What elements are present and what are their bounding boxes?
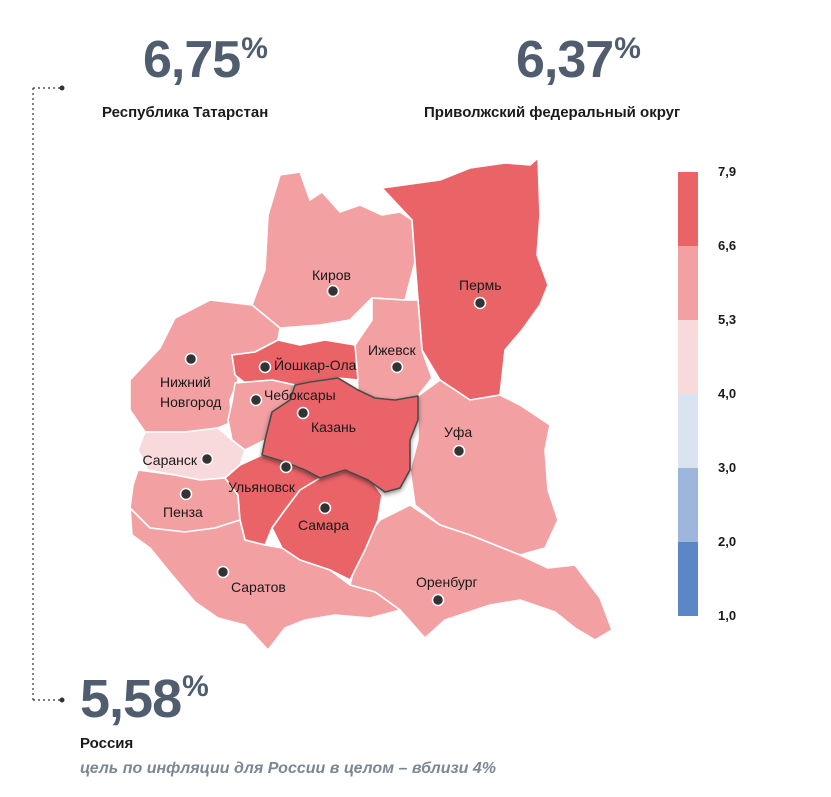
tatarstan-value: 6,75% — [143, 30, 268, 90]
legend-tick-4: 4,0 — [718, 386, 737, 401]
city-9-marker — [200, 452, 214, 466]
connector-bracket — [32, 87, 62, 701]
city-1-marker — [326, 284, 340, 298]
city-11-label: Пенза — [163, 504, 203, 520]
legend-swatch-4 — [678, 394, 698, 468]
region-saratov — [129, 507, 401, 651]
legend — [678, 172, 698, 616]
tatarstan-label: Республика Татарстан — [102, 104, 269, 121]
city-3-label: Ижевск — [368, 342, 416, 358]
pfo-label: Приволжский федеральный округ — [424, 104, 681, 121]
city-2-marker — [473, 296, 487, 310]
legend-tick-2: 6,6 — [718, 238, 737, 253]
legend-tick-1: 7,9 — [718, 164, 737, 179]
city-12-marker — [318, 501, 332, 515]
city-4-label: Йошкар-Ола — [274, 356, 357, 373]
tatarstan-value-number: 6,75 — [143, 31, 241, 89]
legend-swatch-2 — [678, 246, 698, 320]
legend-swatch-6 — [678, 542, 698, 616]
city-1-label: Киров — [312, 267, 351, 283]
russia-value-unit: % — [182, 670, 209, 703]
legend-swatch-3 — [678, 320, 698, 394]
city-8-label: Уфа — [444, 424, 472, 440]
legend-swatch-5 — [678, 468, 698, 542]
legend-tick-3: 5,3 — [718, 312, 737, 327]
connector-dot-top — [59, 85, 65, 91]
pfo-value-number: 6,37 — [516, 31, 614, 89]
city-8-marker — [452, 444, 466, 458]
inflation-target-note: цель по инфляции для России в целом – вб… — [80, 760, 497, 777]
pfo-value-unit: % — [614, 32, 641, 65]
city-7-label: Казань — [311, 419, 356, 435]
connector-dot-bottom — [59, 697, 65, 703]
region-tatarstan — [261, 377, 419, 493]
tatarstan-value-unit: % — [241, 32, 268, 65]
city-6-marker — [249, 393, 263, 407]
city-5-marker — [184, 352, 198, 366]
russia-value: 5,58% — [80, 668, 209, 730]
city-13-label: Саратов — [231, 579, 286, 595]
city-7-marker — [296, 406, 310, 420]
city-11-marker — [179, 487, 193, 501]
region-penza — [129, 469, 241, 533]
region-bashkortostan — [409, 379, 559, 556]
legend-swatch-1 — [678, 172, 698, 246]
city-5-label: Нижний Новгород — [160, 374, 221, 410]
city-4-marker — [258, 360, 272, 374]
city-12-label: Самара — [298, 517, 349, 533]
legend-tick-6: 2,0 — [718, 534, 737, 549]
city-9-label: Саранск — [143, 452, 198, 468]
region-orenburg — [349, 504, 613, 641]
city-3-marker — [390, 360, 404, 374]
city-2-label: Пермь — [459, 277, 502, 293]
pfo-value: 6,37% — [516, 30, 641, 90]
city-13-marker — [216, 565, 230, 579]
city-6-label: Чебоксары — [264, 387, 336, 403]
city-14-marker — [431, 593, 445, 607]
russia-label: Россия — [80, 735, 134, 752]
legend-tick-5: 3,0 — [718, 460, 737, 475]
city-14-label: Оренбург — [416, 574, 478, 590]
city-10-label: Ульяновск — [228, 479, 296, 495]
russia-value-number: 5,58 — [80, 669, 182, 729]
city-10-marker — [279, 460, 293, 474]
legend-tick-7: 1,0 — [718, 608, 737, 623]
legend-bar — [678, 172, 698, 616]
